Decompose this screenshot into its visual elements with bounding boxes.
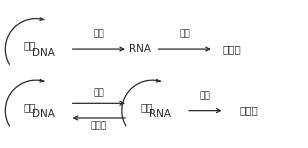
Text: RNA: RNA <box>149 109 171 119</box>
Text: 翻译: 翻译 <box>200 91 211 100</box>
Text: 复制: 复制 <box>24 40 36 50</box>
Text: 蛋白质: 蛋白质 <box>223 44 241 54</box>
Text: DNA: DNA <box>32 109 55 119</box>
Text: RNA: RNA <box>129 44 151 54</box>
Text: 转录: 转录 <box>93 30 104 39</box>
Text: 翻译: 翻译 <box>179 30 190 39</box>
Text: 逆转录: 逆转录 <box>91 121 107 130</box>
Text: 复制: 复制 <box>140 102 152 112</box>
Text: 蛋白质: 蛋白质 <box>240 106 258 116</box>
Text: 复制: 复制 <box>24 102 36 112</box>
Text: 转录: 转录 <box>93 89 104 97</box>
Text: DNA: DNA <box>32 48 55 58</box>
